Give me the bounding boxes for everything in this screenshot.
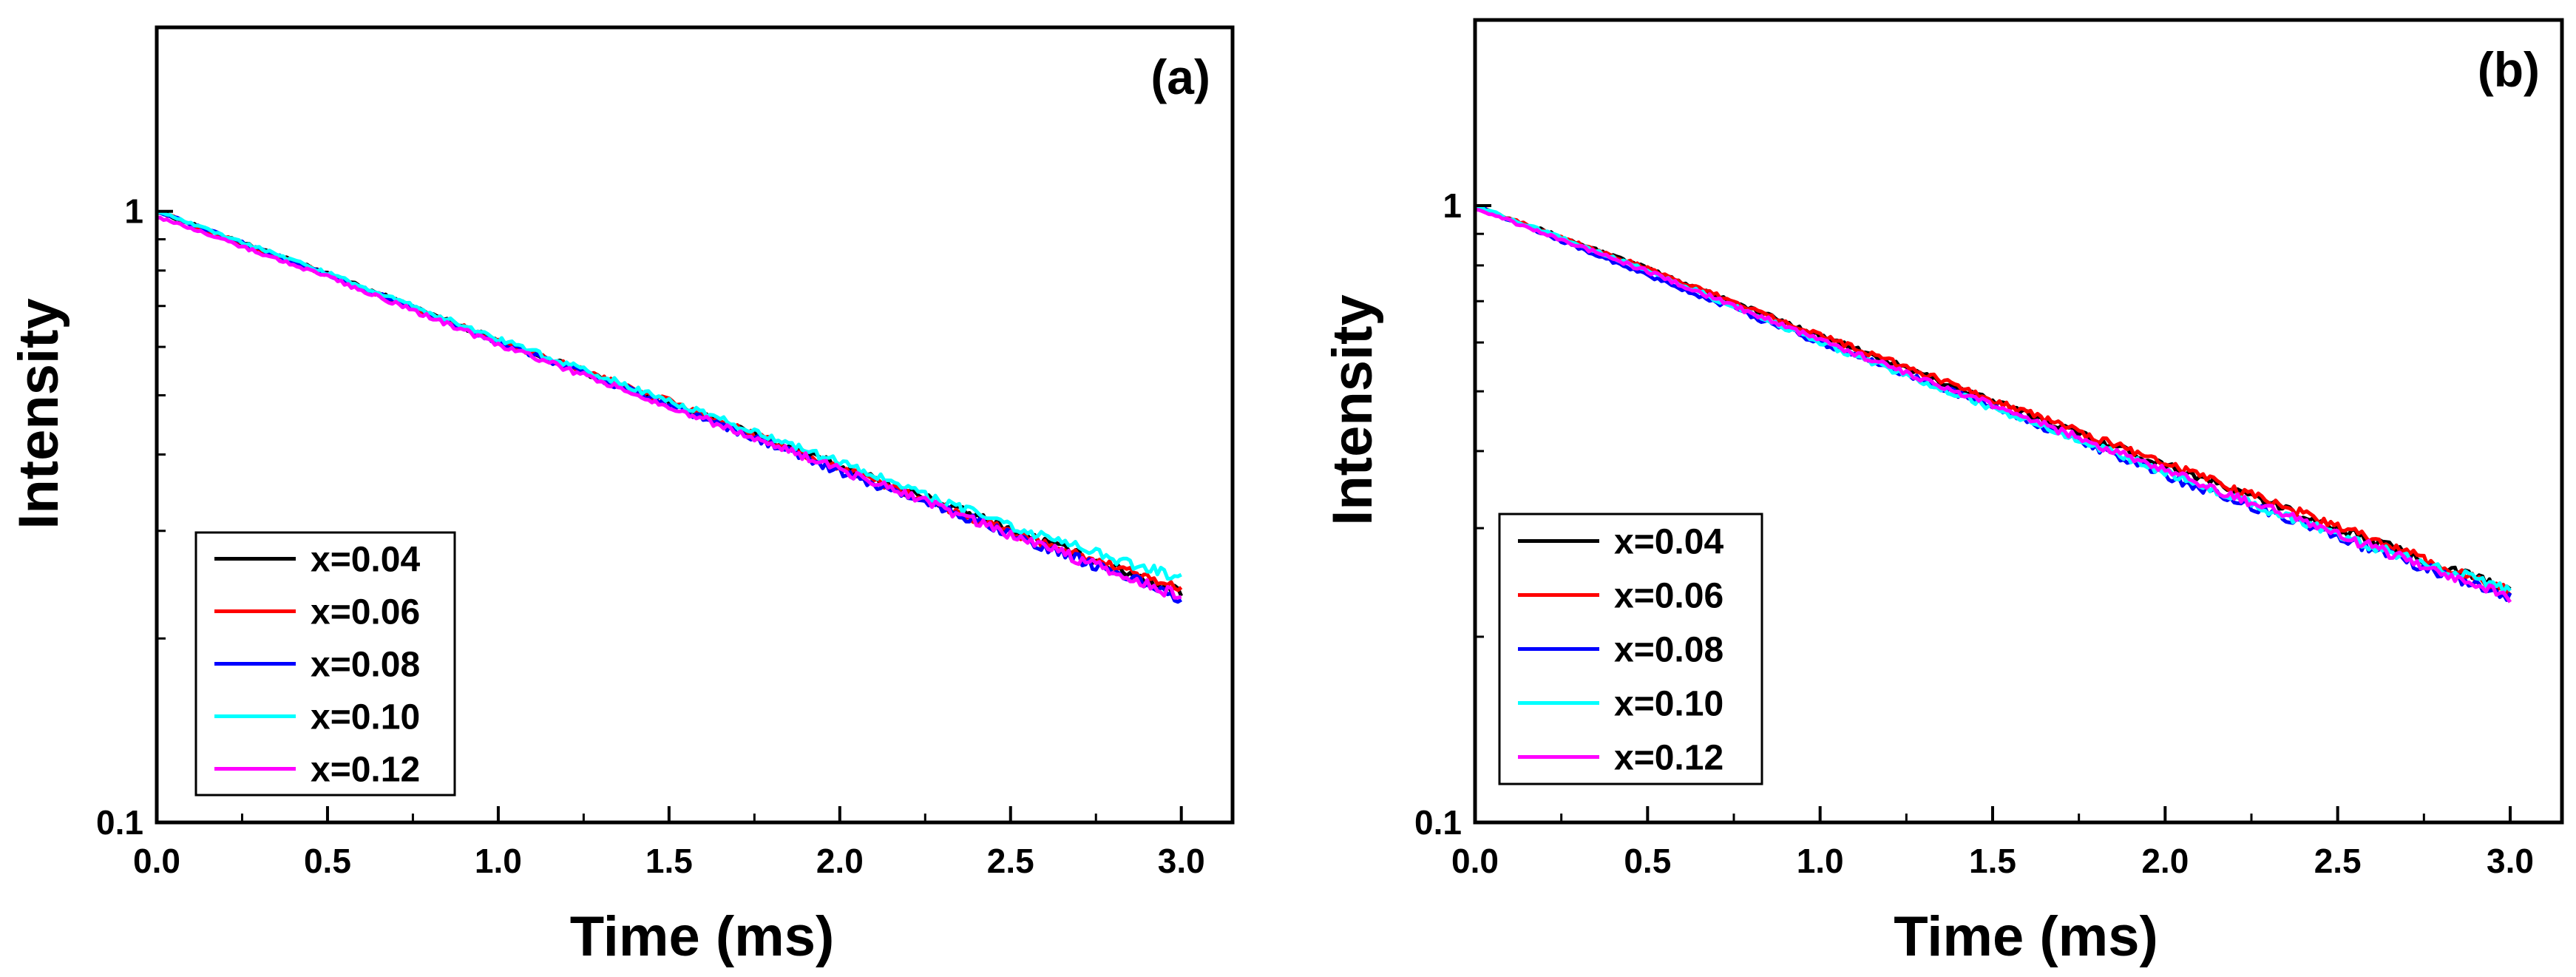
series-line-x=0.06 <box>1475 205 2512 597</box>
legend-label: x=0.08 <box>1614 631 1723 670</box>
x-tick-label: 0.0 <box>1451 842 1499 880</box>
legend-label: x=0.12 <box>1614 739 1723 778</box>
x-tick-label: 0.5 <box>304 842 351 880</box>
plot-frame <box>155 25 1235 825</box>
y-tick-label: 0.1 <box>96 803 143 842</box>
y-tick-label: 1 <box>1443 186 1462 225</box>
x-tick-label: 1.0 <box>475 842 522 880</box>
legend: x=0.04 x=0.06 x=0.08 x=0.10 x=0.12 <box>1498 513 1763 785</box>
x-tick-label: 3.0 <box>2487 842 2534 880</box>
legend-label: x=0.04 <box>1614 523 1723 562</box>
x-tick-label: 1.5 <box>1969 842 2016 880</box>
legend-label: x=0.08 <box>311 646 420 685</box>
x-tick-label: 2.0 <box>2141 842 2189 880</box>
chart-panel-a: 0.0 0.5 1.0 1.5 2.0 2.5 3.0 0.1 1 Time (ms) Intens… <box>7 25 1235 968</box>
series-line-x=0.10 <box>157 210 1182 581</box>
chart-panel-b: 0.0 0.5 1.0 1.5 2.0 2.5 3.0 0.1 1 Time (ms) Intens… <box>1321 18 2564 968</box>
legend-label: x=0.06 <box>311 593 420 632</box>
x-tick-label: 3.0 <box>1158 842 1205 880</box>
series-line-x=0.12 <box>1475 207 2512 604</box>
x-axis-title: Time (ms) <box>570 905 835 968</box>
series-line-x=0.12 <box>157 215 1182 600</box>
plot-frame <box>1473 18 2564 825</box>
legend: x=0.04 x=0.06 x=0.08 x=0.10 x=0.12 <box>194 531 456 797</box>
x-tick-label: 2.0 <box>816 842 864 880</box>
legend-label: x=0.10 <box>1614 685 1723 724</box>
x-tick-label: 1.0 <box>1797 842 1844 880</box>
series-group <box>1475 205 2512 604</box>
y-axis-title: Intensity <box>7 298 70 530</box>
panel-label: (b) <box>2478 42 2540 97</box>
series-group <box>157 210 1183 604</box>
x-tick-label: 2.5 <box>987 842 1034 880</box>
legend-label: x=0.12 <box>311 751 420 790</box>
y-axis-title: Intensity <box>1321 294 1384 526</box>
x-tick-label: 0.0 <box>133 842 180 880</box>
legend-label: x=0.10 <box>311 698 420 737</box>
y-tick-label: 1 <box>124 192 143 231</box>
x-tick-label: 2.5 <box>2314 842 2362 880</box>
y-tick-label: 0.1 <box>1414 803 1462 842</box>
x-tick-label: 1.5 <box>645 842 693 880</box>
x-axis-title: Time (ms) <box>1894 905 2158 968</box>
x-tick-label: 0.5 <box>1624 842 1671 880</box>
legend-label: x=0.06 <box>1614 577 1723 616</box>
panel-label: (a) <box>1150 50 1210 104</box>
legend-label: x=0.04 <box>311 541 420 580</box>
